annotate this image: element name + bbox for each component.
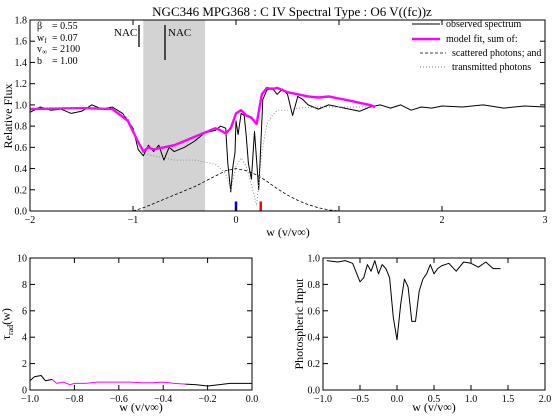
legend-label-scattered: scattered photons; and — [452, 48, 541, 59]
x-tick-label: 0.0 — [391, 394, 404, 405]
y-tick-label: 0.4 — [308, 333, 321, 344]
shaded-region — [143, 20, 206, 211]
param-beta-value: = 0.55 — [52, 21, 78, 32]
x-tick-label: 0 — [234, 215, 239, 226]
nac-label-2: NAC — [168, 27, 191, 39]
x-tick-label: −0.8 — [65, 394, 83, 405]
tau-series-0-line — [29, 375, 53, 382]
chart-title: NGC346 MPG368 : C IV Spectral Type : O6 … — [152, 4, 432, 19]
x-tick-label: 1 — [337, 215, 342, 226]
scattered-photons-and-line — [132, 168, 340, 212]
y-tick-label: 8 — [22, 280, 27, 291]
x-tick-label: −1.0 — [314, 394, 332, 405]
x-axis-label-left: w (v/v∞) — [119, 400, 163, 414]
tau-series-2-line — [185, 382, 252, 387]
y-tick-label: 0 — [22, 386, 27, 397]
y-tick-label: 0.0 — [15, 207, 28, 218]
observed-spectrum-line — [29, 87, 546, 193]
y-tick-label: 1.8 — [15, 16, 28, 27]
y-tick-label: 0.2 — [15, 185, 28, 196]
y-tick-label: 1.0 — [15, 100, 28, 111]
y-axis-label: Relative Flux — [1, 84, 15, 149]
param-b-value: = 1.00 — [52, 56, 78, 67]
plot-frame-right — [322, 257, 546, 391]
x-tick-label: −0.5 — [351, 394, 369, 405]
x-tick-label: −0.2 — [199, 394, 217, 405]
param-vinf-label: v∞ — [37, 44, 47, 56]
x-tick-label: −0.6 — [110, 394, 128, 405]
main-spectrum-chart: NGC346 MPG368 : C IV Spectral Type : O6 … — [1, 4, 548, 239]
x-tick-label: 3 — [543, 215, 548, 226]
y-tick-label: 0.2 — [308, 359, 321, 370]
y-tick-label: 0.0 — [308, 386, 321, 397]
x-tick-label: 1.0 — [465, 394, 478, 405]
x-tick-label: 1.5 — [502, 394, 515, 405]
model-fit-sum-of-line — [29, 86, 376, 153]
y-tick-label: 10 — [17, 254, 27, 265]
y-tick-label: 1.4 — [15, 58, 28, 69]
x-tick-label: −0.4 — [154, 394, 172, 405]
y-tick-label: 0.6 — [15, 143, 28, 154]
plot-frame-left — [29, 257, 253, 391]
param-wf-label: wf — [37, 33, 47, 45]
y-tick-label: 0.6 — [308, 306, 321, 317]
legend: observed spectrum model fit, sum of: sca… — [412, 19, 541, 73]
param-wf-value: = 0.07 — [52, 33, 78, 44]
nac-label-1: NAC — [114, 27, 137, 39]
legend-label-observed: observed spectrum — [446, 19, 521, 30]
parameter-block: β = 0.55 wf = 0.07 v∞ = 2100 b = 1.00 — [37, 21, 80, 67]
param-b-label: b — [37, 56, 42, 67]
y-tick-label: 1.0 — [308, 254, 321, 265]
x-tick-label: −2 — [25, 215, 36, 226]
y-tick-label: 0.4 — [15, 164, 28, 175]
y-tick-label: 1.6 — [15, 37, 28, 48]
y-tick-label: 0.8 — [308, 280, 321, 291]
param-vinf-value: = 2100 — [52, 44, 80, 55]
x-tick-label: 2 — [440, 215, 445, 226]
tau-rad-chart: −1.0 −0.8 −0.6 −0.4 −0.2 0.0 0 2 4 6 8 10 w (v/v∞)… — [0, 254, 258, 415]
y-tick-label: 2 — [22, 359, 27, 370]
x-tick-label: −1 — [128, 215, 139, 226]
param-beta-label: β — [37, 21, 42, 32]
y-axis-label-left: τrad(w) — [0, 308, 15, 340]
x-tick-label: 0.5 — [428, 394, 441, 405]
x-tick-label: 0.0 — [246, 394, 259, 405]
y-tick-label: 4 — [22, 333, 27, 344]
photospheric-input-chart: −1.0 −0.5 0.0 0.5 1.0 1.5 2.0 0.0 0.2 0.4 0.6 0.8 1… — [292, 254, 551, 415]
phot-series-0-line — [326, 260, 501, 341]
x-axis-label: w (v/v∞) — [266, 225, 310, 239]
x-tick-label: 2.0 — [539, 394, 552, 405]
y-tick-label: 6 — [22, 306, 27, 317]
legend-label-model: model fit, sum of: — [446, 34, 518, 45]
y-tick-label: 0.8 — [15, 122, 28, 133]
legend-label-transmitted: transmitted photons — [452, 62, 531, 73]
transmitted-photons-line — [30, 106, 370, 207]
x-axis-label-right: w (v/v∞) — [412, 400, 456, 414]
y-axis-label-right: Photospheric Input — [292, 278, 306, 370]
y-tick-label: 1.2 — [15, 79, 28, 90]
x-tick-label: −1.0 — [21, 394, 39, 405]
plot-frame — [29, 19, 546, 212]
tau-series-1-line — [51, 379, 186, 386]
